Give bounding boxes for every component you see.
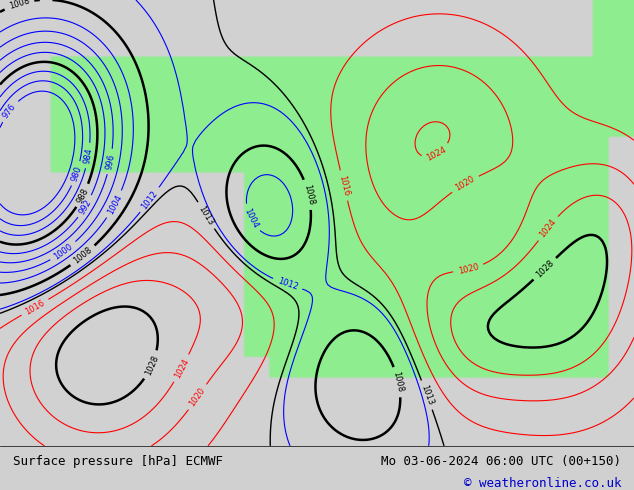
Text: © weatheronline.co.uk: © weatheronline.co.uk (464, 477, 621, 490)
Text: 1028: 1028 (143, 354, 160, 377)
Text: 1028: 1028 (534, 258, 555, 279)
Text: 988: 988 (75, 187, 91, 205)
Text: 1004: 1004 (242, 207, 259, 230)
Text: 1004: 1004 (106, 193, 124, 216)
Text: 1016: 1016 (23, 298, 46, 317)
Text: 1012: 1012 (276, 276, 299, 292)
Text: 1020: 1020 (188, 386, 207, 408)
Text: 1024: 1024 (425, 145, 448, 163)
Text: 984: 984 (82, 147, 94, 164)
Text: 976: 976 (1, 102, 18, 120)
Text: 1012: 1012 (140, 189, 160, 211)
Text: 996: 996 (104, 153, 116, 170)
Text: Surface pressure [hPa] ECMWF: Surface pressure [hPa] ECMWF (13, 455, 223, 468)
Text: 1008: 1008 (72, 245, 94, 266)
Text: 992: 992 (77, 197, 93, 216)
Text: 1008: 1008 (302, 183, 315, 206)
Text: Mo 03-06-2024 06:00 UTC (00+150): Mo 03-06-2024 06:00 UTC (00+150) (381, 455, 621, 468)
Text: 1024: 1024 (172, 357, 191, 380)
Text: 1013: 1013 (197, 204, 216, 227)
Text: 1020: 1020 (457, 262, 479, 276)
Text: 1024: 1024 (538, 218, 558, 239)
Text: 980: 980 (70, 165, 83, 183)
Text: 1000: 1000 (52, 242, 75, 261)
Text: 1013: 1013 (419, 384, 435, 407)
Text: 1008: 1008 (392, 370, 405, 393)
Text: 1008: 1008 (8, 0, 30, 11)
Text: 1020: 1020 (454, 174, 477, 193)
Text: 1016: 1016 (337, 174, 351, 197)
